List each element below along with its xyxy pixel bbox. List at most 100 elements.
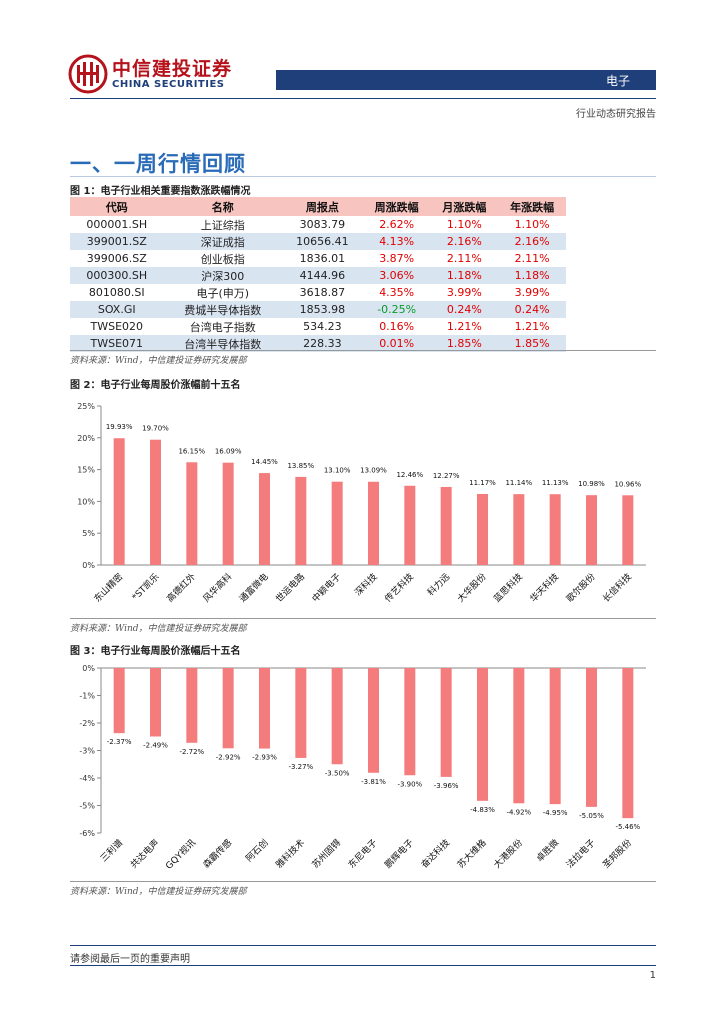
category-label: 科力远 <box>425 571 453 599</box>
bar <box>222 462 234 565</box>
bar <box>440 668 452 777</box>
table-cell: 0.16% <box>379 320 415 333</box>
category-label: 中颖电子 <box>309 571 343 605</box>
table-cell: 2.11% <box>446 252 482 265</box>
bar <box>113 668 125 734</box>
data-label: 11.13% <box>542 479 569 487</box>
category-label: 长信科技 <box>600 571 634 605</box>
category-label: 东山精密 <box>91 571 125 605</box>
table-cell: 228.33 <box>282 335 363 352</box>
data-label: -2.92% <box>216 753 241 761</box>
category-label: 风华高科 <box>200 571 234 605</box>
category-label: 苏大维格 <box>455 837 489 871</box>
header-divider <box>70 98 656 99</box>
table-cell: 3.06% <box>362 267 431 284</box>
logo-emblem-icon <box>68 54 108 94</box>
table-header-cell: 名称 <box>163 197 283 216</box>
fig2-title: 图 2：电子行业每周股价涨幅前十五名 <box>70 380 241 391</box>
table-cell: 399006.SZ <box>86 252 147 265</box>
data-label: 10.96% <box>614 480 641 488</box>
y-tick-label: -3% <box>79 747 95 756</box>
data-label: -2.37% <box>107 738 132 746</box>
table-cell: 3.99% <box>514 286 550 299</box>
bar <box>404 485 416 565</box>
source-divider <box>70 618 656 619</box>
table-cell: 4144.96 <box>282 267 363 284</box>
table-cell: TWSE020 <box>90 320 144 333</box>
bar <box>259 668 270 749</box>
data-label: 19.70% <box>142 425 169 433</box>
table-cell: 3.87% <box>379 252 415 265</box>
bar <box>150 439 161 565</box>
category-label: 森霸传感 <box>200 837 234 871</box>
bar <box>331 481 343 565</box>
category-label: GQY视讯 <box>163 837 198 872</box>
disclaimer-note: 请参阅最后一页的重要声明 <box>70 954 190 965</box>
table-cell: 000001.SH <box>86 218 148 231</box>
y-tick-label: 20% <box>77 434 95 443</box>
data-label: 19.93% <box>106 423 133 431</box>
bottom15-bar-chart: 0% -1% -2% -3% -4% -5% -6% -2.37% 三利谱 -2.49% 共达电声 -… <box>79 664 646 872</box>
bar <box>295 476 307 565</box>
table-row: 399006.SZ 创业板指 1836.01 3.87% 2.11% 2.11% <box>70 250 566 267</box>
y-tick-label: 0% <box>82 664 95 673</box>
table-cell: 1.21% <box>514 320 550 333</box>
table-cell: 1836.01 <box>299 252 346 265</box>
source-divider <box>70 350 656 351</box>
bar <box>404 668 416 776</box>
category-label: 传艺科技 <box>382 571 416 605</box>
data-label: 13.10% <box>324 467 351 475</box>
table-cell: 3083.79 <box>299 218 346 231</box>
bar <box>440 486 452 565</box>
data-label: -5.46% <box>615 823 640 831</box>
y-tick-label: -4% <box>79 774 95 783</box>
table-cell: 1.18% <box>430 267 499 284</box>
data-label: 11.17% <box>469 479 496 487</box>
table-cell: 4.13% <box>362 233 431 250</box>
section-title: 一、一周行情回顾 <box>70 152 246 176</box>
category-label: 鹏辉电子 <box>382 837 416 871</box>
table-cell: 801080.SI <box>88 286 145 299</box>
index-table: 代码 名称 周报点 周涨跌幅 月涨跌幅 年涨跌幅 000001.SH 上证综指 3083.79… <box>70 197 566 352</box>
logo-text-en: CHINA SECURITIES <box>112 79 225 90</box>
bar <box>368 481 379 565</box>
bar <box>295 668 307 758</box>
data-label: -5.05% <box>579 812 604 820</box>
bar <box>331 668 343 765</box>
fig3-source: 资料来源：Wind，中信建投证券研究发展部 <box>70 887 247 897</box>
table-cell: 000300.SH <box>70 267 164 284</box>
category-label: 深科技 <box>352 571 380 599</box>
bar <box>622 495 634 565</box>
table-cell: TWSE071 <box>70 335 164 352</box>
data-label: 14.45% <box>251 458 278 466</box>
category-label: 雅科技术 <box>273 837 307 871</box>
table-cell: 399001.SZ <box>70 233 164 250</box>
table-cell: 2.11% <box>514 252 550 265</box>
table-header-row: 代码 名称 周报点 周涨跌幅 月涨跌幅 年涨跌幅 <box>70 197 566 216</box>
table-cell: 创业板指 <box>200 252 245 266</box>
category-label: 阿石创 <box>243 837 271 865</box>
bar <box>259 473 270 565</box>
data-label: 10.98% <box>578 480 605 488</box>
bar <box>513 494 525 565</box>
table-cell: 1.21% <box>446 320 482 333</box>
table-cell: SOX.GI <box>70 301 164 318</box>
table-cell: 1.10% <box>446 218 482 231</box>
footer-divider <box>70 965 656 966</box>
page-number: 1 <box>649 970 656 981</box>
y-tick-label: -5% <box>79 802 95 811</box>
bar <box>222 668 234 749</box>
category-label: 奋达科技 <box>418 837 452 871</box>
table-row: TWSE020 台湾电子指数 534.23 0.16% 1.21% 1.21% <box>70 318 566 335</box>
data-label: -3.50% <box>325 769 350 777</box>
y-tick-label: 0% <box>82 561 95 570</box>
bar <box>368 668 379 773</box>
table-cell: 1.85% <box>498 335 566 352</box>
category-label: 世运电路 <box>273 571 307 605</box>
bar <box>477 493 488 565</box>
category-label: 卓胜微 <box>534 837 562 865</box>
table-header-cell: 年涨跌幅 <box>498 197 566 216</box>
fig3-title: 图 3：电子行业每周股价涨幅后十五名 <box>70 646 241 657</box>
fig1-source: 资料来源：Wind，中信建投证券研究发展部 <box>70 356 247 366</box>
category-label: 苏州固锝 <box>309 837 343 871</box>
